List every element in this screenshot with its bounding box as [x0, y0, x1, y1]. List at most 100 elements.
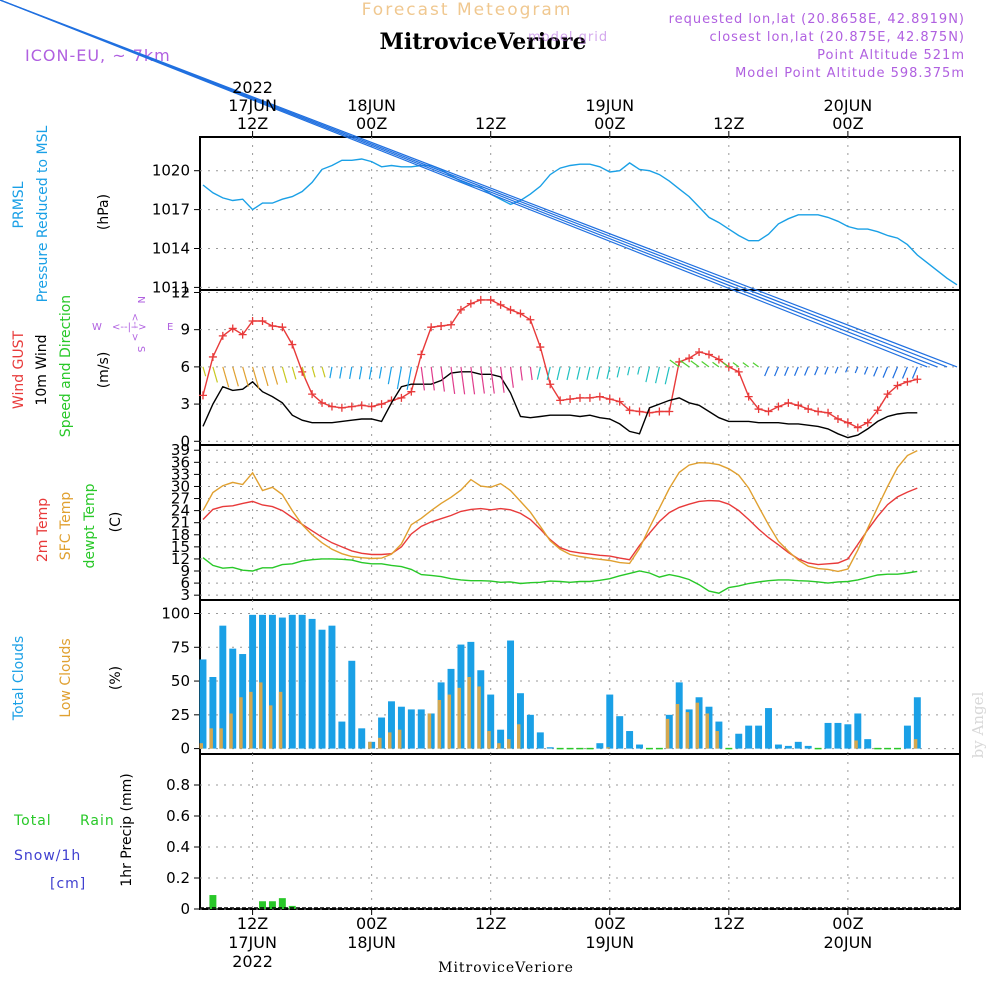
low-cloud-bar [497, 743, 501, 749]
gust-point [774, 402, 783, 411]
wind-direction-arrow [911, 366, 918, 379]
wind-direction-arrow [529, 366, 533, 381]
wind-unit: (m/s) [96, 352, 112, 389]
temp-unit: (C) [108, 512, 124, 533]
total-cloud-bar [388, 701, 395, 749]
gust-point [496, 300, 505, 309]
top-time-label: 00Z [594, 114, 625, 133]
gust-point [566, 395, 575, 404]
gust-point [913, 375, 922, 384]
gust-point [208, 352, 217, 361]
total-cloud-bar [397, 706, 405, 749]
gust-point [605, 395, 614, 404]
wind-direction-arrow [212, 366, 218, 383]
wind-direction-arrow [712, 361, 720, 368]
gust-point [466, 299, 475, 308]
gust-point [645, 408, 654, 417]
wind-direction-arrow [556, 366, 561, 381]
gust-point [476, 295, 485, 304]
wind-direction-arrow [0, 0, 928, 368]
total-cloud-bar [219, 625, 227, 749]
total-cloud-bar [516, 693, 524, 749]
total-cloud-bar [794, 741, 802, 749]
total-cloud-bar [497, 729, 505, 749]
low-cloud-bar [854, 740, 858, 749]
y-tick-label: 33 [171, 465, 190, 483]
total-cloud-bar [288, 614, 296, 749]
gust-label: Wind GUST [11, 330, 27, 409]
gust-point [337, 403, 346, 412]
compass-arrows-h: <--|--> [112, 322, 147, 333]
y-tick-label: 75 [171, 638, 190, 656]
gust-point [288, 340, 297, 349]
total-cloud-bar [903, 725, 911, 749]
wind-direction-arrow [509, 366, 514, 388]
wind-direction-arrow [854, 366, 859, 374]
bottom-time-label: 17JUN [228, 933, 277, 952]
top-time-label: 00Z [356, 114, 387, 133]
top-time-label: 20JUN [824, 96, 873, 115]
series-line-prmsl [202, 158, 958, 286]
wind-direction-arrow [845, 366, 849, 373]
low-cloud-bar [219, 728, 223, 749]
total-cloud-bar [407, 709, 415, 749]
total-cloud-bar [784, 745, 792, 749]
total-cloud-bar [259, 614, 266, 749]
panel-frame-1 [199, 136, 961, 291]
wind-direction-arrow [627, 366, 631, 376]
pressure-label-2: Pressure Reduced to MSL [35, 125, 51, 302]
total-cloud-bar [507, 640, 515, 749]
gust-point [327, 402, 336, 411]
top-time-label: 12Z [475, 114, 506, 133]
wind-direction-arrow [701, 361, 710, 368]
wind-direction-arrow [261, 366, 269, 387]
gust-point [417, 350, 426, 359]
gust-point [714, 355, 723, 364]
low-cloud-bar [467, 677, 471, 749]
y-tick-label: 6 [180, 358, 190, 376]
low-cloud-bar [447, 694, 452, 749]
total-cloud-bar [596, 743, 604, 749]
wind-direction-arrow [680, 360, 690, 368]
gust-point [456, 305, 465, 314]
gust-point [734, 367, 743, 376]
gust-point [228, 324, 237, 333]
top-time-label: 00Z [832, 114, 863, 133]
total-cloud-bar [755, 725, 763, 749]
total-cloud-bar [913, 697, 921, 749]
gust-point [585, 393, 594, 402]
wind-direction-arrow [892, 366, 899, 379]
y-tick-label: 1020 [152, 162, 190, 180]
wind-direction-arrow [606, 366, 611, 379]
low-cloud-bar [487, 731, 491, 749]
low-cloud-bar [268, 705, 273, 749]
gust-point [665, 407, 674, 416]
gust-point [685, 354, 694, 363]
y-tick-label: 0 [180, 740, 190, 758]
wind-direction-arrow [901, 366, 908, 379]
total-cloud-bar [804, 745, 812, 749]
rain-label: Rain [80, 813, 115, 829]
gust-point [764, 407, 773, 416]
low-cloud-bar [913, 739, 918, 749]
wind-direction-arrow [654, 366, 660, 384]
y-tick-label: 1017 [152, 201, 190, 219]
gust-point [278, 323, 287, 332]
total-cloud-bar [358, 728, 366, 749]
rain-bar [209, 895, 217, 909]
total-cloud-bar [626, 731, 634, 749]
wind-direction-arrow [252, 366, 260, 389]
low-cloud-bar [516, 724, 521, 749]
gust-point [526, 315, 535, 324]
gust-point [903, 377, 912, 386]
total-cloud-bar [526, 714, 534, 749]
sfc-label: SFC Temp [58, 492, 74, 561]
gust-point [377, 400, 386, 409]
gust-point [308, 390, 317, 399]
point-altitude: Point Altitude 521m [817, 48, 965, 63]
total-cloud-bar [824, 722, 832, 749]
gust-point [824, 408, 833, 417]
low-cloud-bar [695, 702, 700, 749]
total-cloud-bar [249, 614, 257, 749]
gust-point [804, 405, 813, 414]
